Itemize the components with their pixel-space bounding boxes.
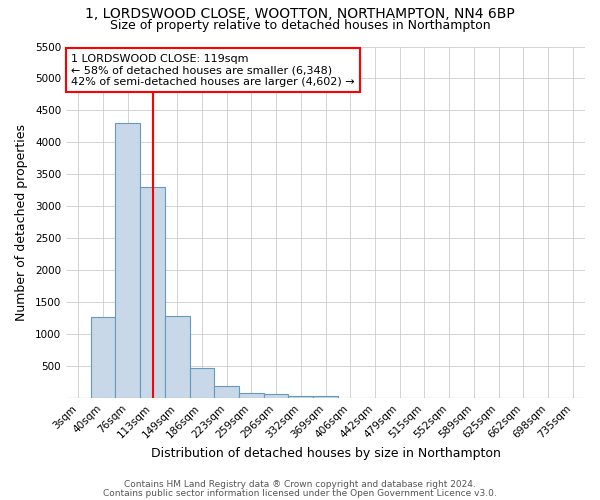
Text: 1 LORDSWOOD CLOSE: 119sqm
← 58% of detached houses are smaller (6,348)
42% of se: 1 LORDSWOOD CLOSE: 119sqm ← 58% of detac… (71, 54, 355, 86)
Text: Contains HM Land Registry data ® Crown copyright and database right 2024.: Contains HM Land Registry data ® Crown c… (124, 480, 476, 489)
Bar (313, 396, 338, 398)
Bar (140, 187, 165, 398)
Text: 1, LORDSWOOD CLOSE, WOOTTON, NORTHAMPTON, NN4 6BP: 1, LORDSWOOD CLOSE, WOOTTON, NORTHAMPTON… (85, 8, 515, 22)
Bar (264, 394, 289, 398)
X-axis label: Distribution of detached houses by size in Northampton: Distribution of detached houses by size … (151, 447, 500, 460)
Y-axis label: Number of detached properties: Number of detached properties (15, 124, 28, 321)
Bar (239, 392, 264, 398)
Bar (91, 317, 115, 398)
Bar (165, 316, 190, 398)
Bar (214, 386, 239, 398)
Bar (115, 124, 140, 398)
Text: Size of property relative to detached houses in Northampton: Size of property relative to detached ho… (110, 18, 490, 32)
Bar (289, 396, 313, 398)
Text: Contains public sector information licensed under the Open Government Licence v3: Contains public sector information licen… (103, 488, 497, 498)
Bar (190, 368, 214, 398)
